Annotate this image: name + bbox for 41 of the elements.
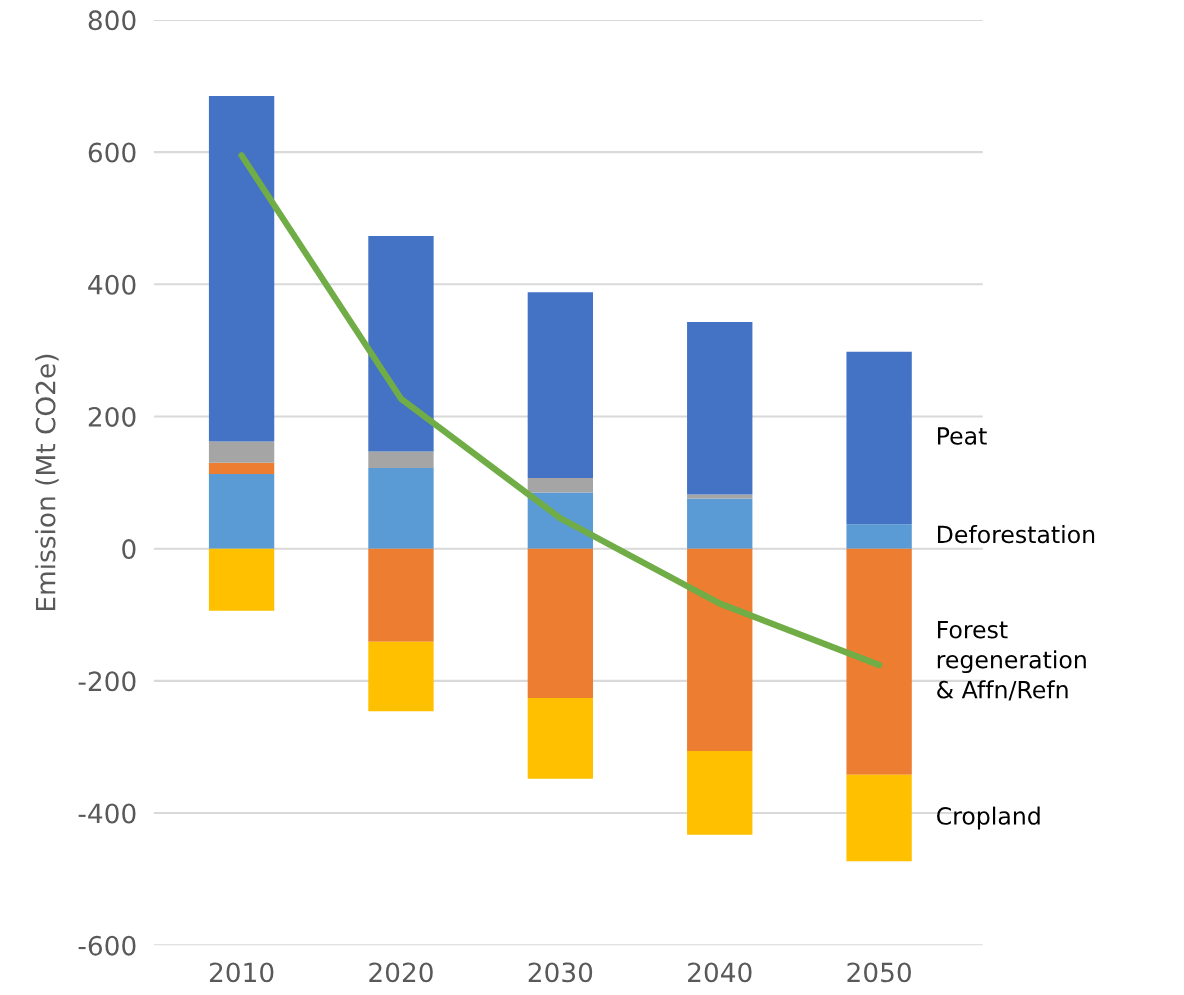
bar bbox=[687, 750, 753, 835]
bar bbox=[846, 774, 912, 862]
bar bbox=[368, 641, 434, 712]
bar bbox=[368, 236, 434, 452]
y-tick-label: -200 bbox=[78, 671, 136, 692]
y-tick-label: 600 bbox=[88, 142, 136, 163]
bar bbox=[368, 548, 434, 642]
bar bbox=[687, 498, 753, 549]
x-tick-label: 2040 bbox=[688, 962, 752, 983]
y-tick-label: 400 bbox=[88, 274, 136, 295]
bar bbox=[527, 477, 594, 493]
y-tick-label: 800 bbox=[88, 10, 136, 31]
bar bbox=[846, 548, 912, 775]
series-label: Peat bbox=[938, 427, 987, 445]
bar bbox=[846, 351, 912, 525]
bar bbox=[208, 473, 275, 549]
bar bbox=[687, 548, 753, 751]
x-tick-label: 2020 bbox=[369, 962, 433, 983]
bar bbox=[368, 451, 434, 469]
bar bbox=[208, 462, 275, 474]
bar bbox=[368, 468, 434, 549]
bar bbox=[208, 95, 275, 442]
series-label: Cropland bbox=[937, 806, 1040, 830]
y-tick-label: 200 bbox=[88, 406, 136, 427]
x-tick-label: 2050 bbox=[847, 962, 911, 983]
bar bbox=[527, 292, 594, 478]
series-label: Forest regeneration & Affn/Refn bbox=[937, 620, 1086, 701]
y-axis-title: Emission (Mt CO2e) bbox=[35, 354, 59, 611]
bar bbox=[208, 548, 275, 611]
y-tick-label: -600 bbox=[78, 935, 136, 956]
bar bbox=[527, 548, 594, 699]
y-tick-label: -400 bbox=[78, 803, 136, 824]
series-label: Deforestation bbox=[938, 525, 1095, 544]
y-tick-label: 0 bbox=[122, 539, 136, 560]
x-tick-label: 2010 bbox=[209, 962, 274, 983]
bar bbox=[846, 524, 912, 549]
bar bbox=[687, 321, 753, 495]
bar bbox=[527, 698, 594, 779]
bar bbox=[208, 441, 275, 463]
x-tick-label: 2030 bbox=[528, 962, 593, 983]
bar bbox=[687, 494, 753, 499]
